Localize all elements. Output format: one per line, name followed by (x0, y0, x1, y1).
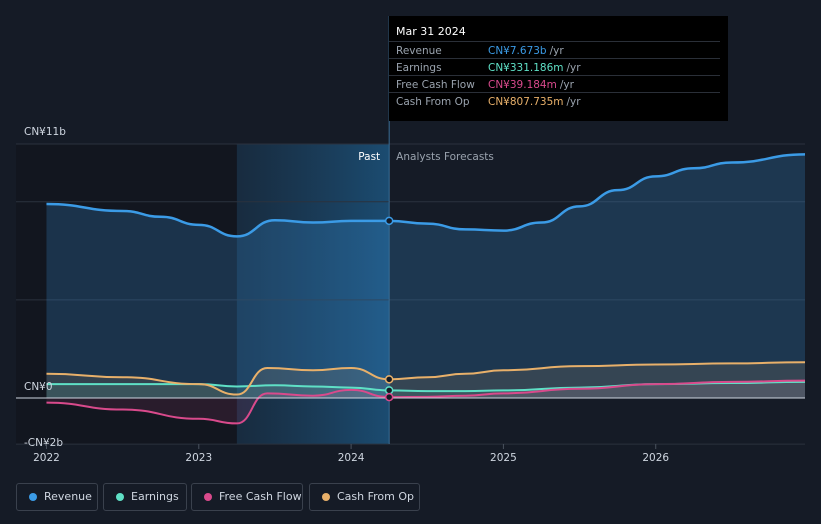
x-tick-label: 2022 (33, 452, 60, 464)
tooltip-unit: /yr (566, 62, 581, 74)
legend-dot-icon (204, 493, 212, 501)
legend-label: Earnings (131, 490, 179, 503)
legend-label: Cash From Op (337, 490, 415, 503)
cash-from-op-area (46, 362, 806, 398)
x-tick-label: 2024 (338, 452, 365, 464)
tooltip-unit: /yr (549, 45, 564, 57)
free-cash-flow-area (46, 380, 806, 424)
legend-dot-icon (116, 493, 124, 501)
tooltip-label: Earnings (396, 62, 442, 74)
tooltip-unit: /yr (566, 96, 581, 108)
x-tick-label: 2026 (642, 452, 669, 464)
tooltip-value: CN¥807.735m (488, 96, 564, 108)
tooltip-date: Mar 31 2024 (396, 25, 466, 38)
legend-dot-icon (322, 493, 330, 501)
legend-item-revenue[interactable]: Revenue (16, 483, 98, 511)
legend-label: Free Cash Flow (219, 490, 302, 503)
legend-label: Revenue (44, 490, 92, 503)
legend-item-earnings[interactable]: Earnings (103, 483, 187, 511)
tooltip-row-revenue: Revenue CN¥7.673b/yr (389, 41, 720, 59)
legend-dot-icon (29, 493, 37, 501)
cash-from-op-marker (384, 375, 394, 384)
y-tick-label: CN¥0 (24, 381, 53, 393)
tooltip-label: Free Cash Flow (396, 79, 475, 91)
legend-item-free-cash-flow[interactable]: Free Cash Flow (191, 483, 303, 511)
tooltip-unit: /yr (559, 79, 574, 91)
x-tick-label: 2025 (490, 452, 517, 464)
y-tick-label: CN¥11b (24, 126, 66, 138)
past-label: Past (358, 151, 380, 163)
tooltip: Mar 31 2024 Revenue CN¥7.673b/yr Earning… (389, 16, 728, 121)
revenue-area (46, 154, 806, 398)
revenue-line (46, 153, 806, 238)
revenue-marker (384, 216, 394, 226)
tooltip-row-earnings: Earnings CN¥331.186m/yr (389, 58, 720, 76)
earnings-marker (384, 386, 394, 395)
x-tick-label: 2023 (185, 452, 212, 464)
free-cash-flow-marker (384, 392, 394, 402)
tooltip-value: CN¥7.673b (488, 45, 547, 57)
tooltip-value: CN¥331.186m (488, 62, 564, 74)
y-tick-label: -CN¥2b (24, 437, 63, 449)
forecast-label: Analysts Forecasts (396, 151, 494, 163)
past-region-shade (16, 144, 237, 444)
tooltip-value: CN¥39.184m (488, 79, 557, 91)
tooltip-label: Revenue (396, 45, 442, 57)
legend-item-cash-from-op[interactable]: Cash From Op (309, 483, 420, 511)
tooltip-row-free-cash-flow: Free Cash Flow CN¥39.184m/yr (389, 75, 720, 93)
tooltip-row-cash-from-op: Cash From Op CN¥807.735m/yr (389, 92, 720, 110)
tooltip-label: Cash From Op (396, 96, 470, 108)
